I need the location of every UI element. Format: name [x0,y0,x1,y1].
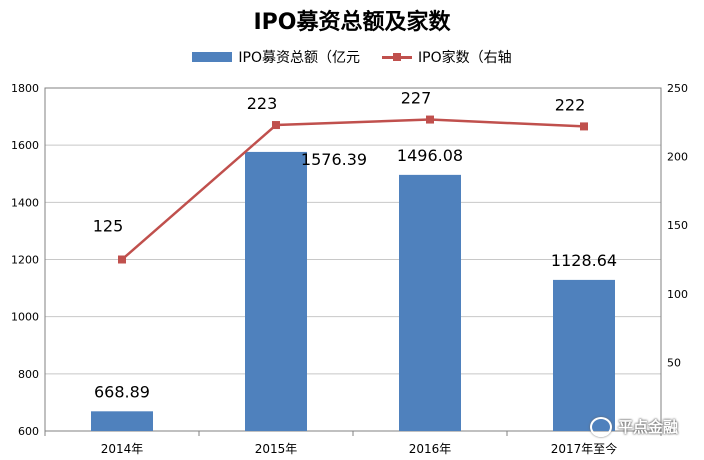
bar-data-label: 1496.08 [397,146,463,165]
y-right-tick-label: 100 [667,288,688,301]
x-tick-label: 2016年 [409,442,452,456]
line-marker [426,115,434,124]
line-marker [272,121,280,130]
line-marker [580,122,588,131]
bar-data-label: 1576.39 [301,150,367,169]
y-left-tick-label: 800 [18,368,39,381]
y-left-tick-label: 1200 [11,254,39,267]
line-data-label: 227 [401,89,432,108]
x-tick-label: 2014年 [101,442,144,456]
legend-item-bar: IPO募资总额（亿元 [192,47,360,67]
legend-swatch-line [382,52,412,62]
chart-title: IPO募资总额及家数 [253,10,451,35]
line-data-label: 222 [555,95,586,114]
y-right-tick-label: 150 [667,219,688,232]
watermark: 平点金融 [590,416,678,437]
x-tick-label: 2017年至今 [551,441,618,456]
bar-data-label: 1128.64 [551,251,617,270]
x-tick-label: 2015年 [255,442,298,456]
y-left-tick-label: 1600 [11,139,39,152]
legend-label-line: IPO家数（右轴 [418,50,512,66]
bar [553,279,615,431]
line-marker [118,255,126,264]
legend-label-bar: IPO募资总额（亿元 [238,50,360,66]
y-left-tick-label: 1000 [11,311,39,324]
wechat-icon [590,416,612,437]
bar [91,411,153,431]
y-right-tick-label: 50 [667,356,681,369]
bar [245,151,307,431]
bar-data-label: 668.89 [94,382,150,401]
y-left-tick-label: 1800 [11,82,39,95]
line-data-label: 125 [93,217,124,236]
watermark-text: 平点金融 [618,418,679,436]
chart-legend: IPO募资总额（亿元 IPO家数（右轴 [0,47,704,67]
legend-swatch-bar [192,52,233,62]
legend-item-line: IPO家数（右轴 [382,47,512,67]
y-right-tick-label: 200 [667,151,688,164]
y-left-tick-label: 600 [18,425,39,438]
line-data-label: 223 [247,94,278,113]
y-right-tick-label: 250 [667,82,688,95]
series-line [121,118,585,261]
y-left-tick-label: 1400 [11,196,39,209]
bar [399,174,461,431]
